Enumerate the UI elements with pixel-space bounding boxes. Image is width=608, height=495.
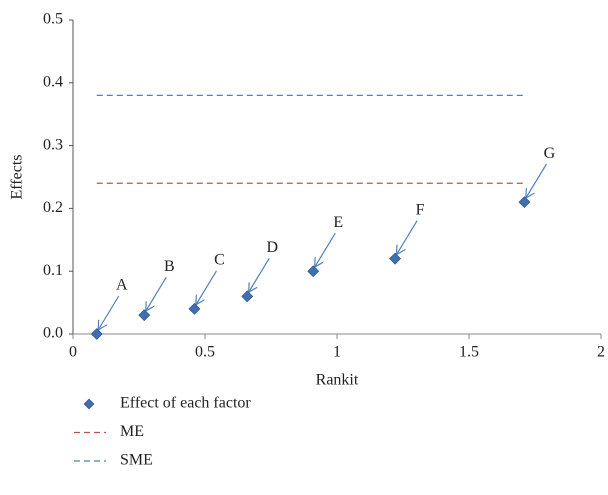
y-tick-label: 0.1 bbox=[43, 262, 63, 279]
annotation-arrow bbox=[526, 163, 547, 197]
legend-label: SME bbox=[120, 452, 153, 469]
legend-label: Effect of each factor bbox=[120, 395, 251, 412]
point-label: A bbox=[116, 277, 128, 294]
x-tick-label: 1.5 bbox=[459, 344, 479, 361]
point-label: C bbox=[214, 252, 225, 269]
x-axis-label: Rankit bbox=[316, 372, 359, 389]
point bbox=[307, 265, 320, 278]
y-axis-label: Effects bbox=[9, 154, 26, 199]
annotation-arrow bbox=[249, 258, 270, 291]
y-tick-label: 0.3 bbox=[43, 136, 63, 153]
annotation-arrow bbox=[315, 232, 336, 266]
annotation-arrow bbox=[196, 270, 217, 304]
annotation-arrow bbox=[99, 295, 120, 329]
y-tick-label: 0.2 bbox=[43, 199, 63, 216]
point bbox=[389, 252, 402, 265]
point bbox=[90, 328, 103, 340]
y-tick-label: 0.0 bbox=[43, 325, 63, 342]
x-tick-label: 1 bbox=[333, 344, 341, 361]
point-label: F bbox=[416, 201, 425, 218]
point bbox=[518, 196, 531, 209]
point bbox=[188, 302, 201, 315]
point-label: D bbox=[266, 239, 278, 256]
x-tick-label: 0.5 bbox=[195, 344, 215, 361]
point-label: B bbox=[164, 258, 175, 275]
point bbox=[241, 290, 254, 303]
y-tick-label: 0.5 bbox=[43, 11, 63, 28]
x-tick-label: 2 bbox=[597, 344, 605, 361]
y-tick-label: 0.4 bbox=[43, 73, 63, 90]
annotation-arrow bbox=[146, 276, 167, 310]
x-tick-label: 0 bbox=[69, 344, 77, 361]
legend-label: ME bbox=[120, 423, 144, 440]
point-label: E bbox=[333, 214, 343, 231]
legend-marker bbox=[83, 398, 95, 410]
annotation-arrow bbox=[397, 220, 418, 254]
point bbox=[138, 309, 151, 322]
point-label: G bbox=[544, 145, 556, 162]
